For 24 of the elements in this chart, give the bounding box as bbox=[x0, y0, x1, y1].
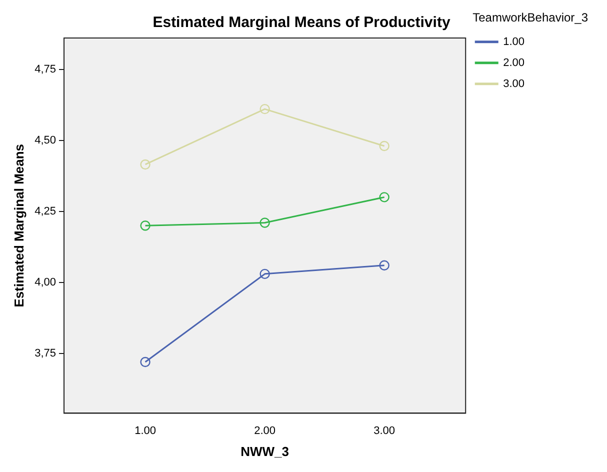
chart-title: Estimated Marginal Means of Productivity bbox=[152, 14, 451, 32]
point bbox=[260, 218, 270, 228]
y-tick-label: 4,25 bbox=[34, 205, 56, 218]
x-tick-label: 3.00 bbox=[374, 424, 396, 437]
legend-title: TeamworkBehavior_3 bbox=[472, 10, 588, 24]
point bbox=[379, 192, 390, 202]
x-tick-label: 1.00 bbox=[134, 424, 156, 437]
point bbox=[379, 260, 390, 270]
y-tick-label: 4,00 bbox=[34, 276, 56, 288]
x-axis-title: NWW_3 bbox=[240, 444, 290, 459]
y-axis-title: Estimated Marginal Means bbox=[11, 144, 26, 308]
legend-label: 1.00 bbox=[503, 36, 525, 48]
point bbox=[379, 140, 390, 152]
y-tick-label: 4,75 bbox=[34, 63, 56, 76]
y-tick-label: 3,75 bbox=[34, 348, 56, 360]
y-tick-label: 4,50 bbox=[34, 134, 56, 146]
legend-label: 3.00 bbox=[503, 78, 525, 90]
legend-label: 2.00 bbox=[503, 56, 525, 69]
point bbox=[260, 268, 270, 280]
x-tick-label: 2.00 bbox=[254, 424, 276, 437]
point bbox=[260, 104, 270, 114]
point bbox=[140, 220, 150, 231]
point bbox=[140, 356, 150, 368]
point bbox=[140, 159, 150, 170]
